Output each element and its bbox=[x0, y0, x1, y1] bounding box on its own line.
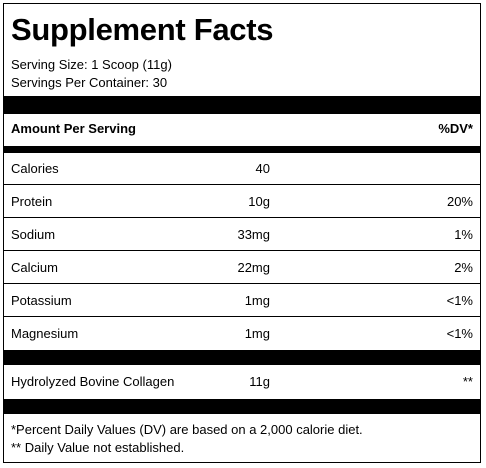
nutrient-name: Calories bbox=[11, 161, 59, 176]
nutrient-amount: 22mg bbox=[237, 260, 270, 275]
row-divider bbox=[4, 217, 480, 218]
nutrient-amount: 1mg bbox=[244, 293, 270, 308]
amount-per-serving-header: Amount Per Serving bbox=[11, 121, 136, 136]
nutrient-name: Calcium bbox=[11, 260, 58, 275]
thick-divider-bottom bbox=[4, 399, 480, 414]
nutrient-name: Magnesium bbox=[11, 326, 79, 341]
nutrient-amount: 33mg bbox=[237, 227, 270, 242]
ingredient-dv: ** bbox=[462, 374, 473, 389]
nutrient-amount: 40 bbox=[255, 161, 270, 176]
servings-per-container: Servings Per Container: 30 bbox=[11, 75, 168, 90]
nutrient-amount: 10g bbox=[248, 194, 270, 209]
row-divider bbox=[4, 250, 480, 251]
nutrient-dv: 20% bbox=[446, 194, 473, 209]
nutrient-dv: 1% bbox=[454, 227, 473, 242]
dv-footnote: *Percent Daily Values (DV) are based on … bbox=[11, 422, 363, 437]
row-divider bbox=[4, 316, 480, 317]
panel-title: Supplement Facts bbox=[11, 12, 274, 47]
medium-divider bbox=[4, 146, 480, 153]
thick-divider-middle bbox=[4, 350, 480, 365]
serving-size: Serving Size: 1 Scoop (11g) bbox=[11, 57, 172, 72]
supplement-facts-panel: Supplement Facts Serving Size: 1 Scoop (… bbox=[3, 3, 481, 463]
nutrient-dv: <1% bbox=[446, 293, 473, 308]
nutrient-dv: 2% bbox=[454, 260, 473, 275]
dv-header: %DV* bbox=[438, 121, 473, 136]
ingredient-name: Hydrolyzed Bovine Collagen bbox=[11, 374, 175, 389]
row-divider bbox=[4, 283, 480, 284]
row-divider bbox=[4, 184, 480, 185]
nutrient-amount: 1mg bbox=[244, 326, 270, 341]
nutrient-name: Potassium bbox=[11, 293, 72, 308]
nutrient-dv: <1% bbox=[446, 326, 473, 341]
ingredient-amount: 11g bbox=[249, 374, 270, 389]
not-established-footnote: ** Daily Value not established. bbox=[11, 440, 185, 455]
thick-divider-top bbox=[4, 96, 480, 114]
nutrient-name: Protein bbox=[11, 194, 53, 209]
nutrient-name: Sodium bbox=[11, 227, 56, 242]
